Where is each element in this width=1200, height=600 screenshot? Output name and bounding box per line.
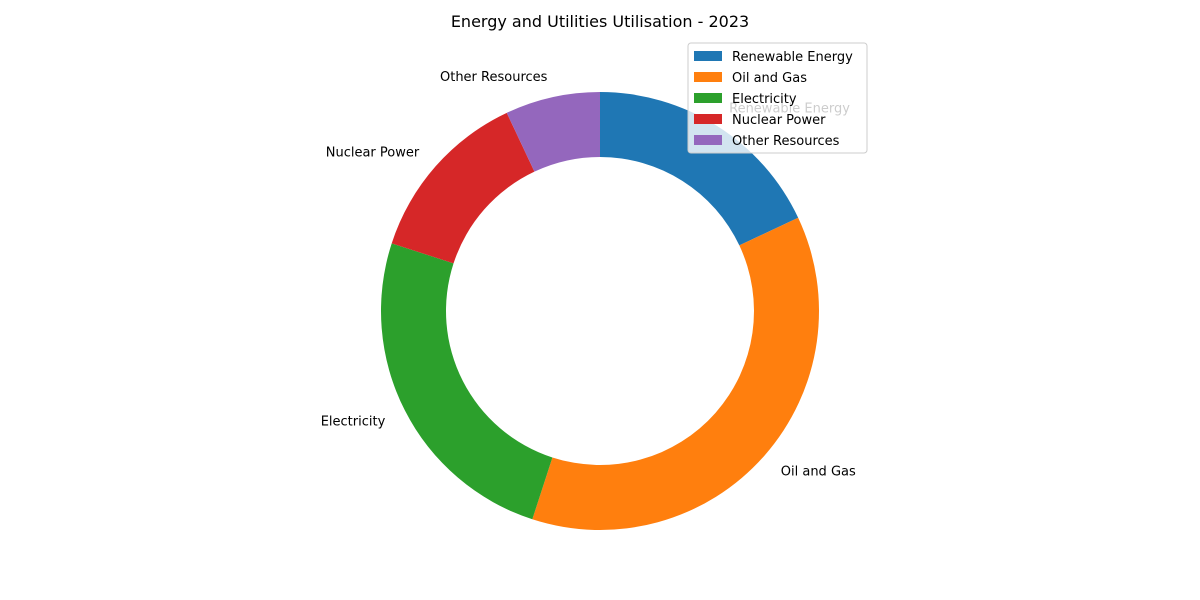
legend: Renewable Energy Oil and Gas Electricity Nu…	[688, 43, 867, 153]
legend-swatch-oil-and-gas	[694, 72, 722, 82]
slice-label-other-resources: Other Resources	[440, 70, 548, 85]
slice-nuclear-power	[392, 113, 535, 264]
legend-swatch-renewable-energy	[694, 51, 722, 61]
legend-label-oil-and-gas: Oil and Gas	[732, 71, 807, 86]
legend-label-other-resources: Other Resources	[732, 134, 840, 149]
legend-swatch-nuclear-power	[694, 114, 722, 124]
legend-label-electricity: Electricity	[732, 92, 797, 107]
slice-oil-and-gas	[532, 218, 819, 530]
legend-swatch-electricity	[694, 93, 722, 103]
slice-label-oil-and-gas: Oil and Gas	[781, 464, 856, 479]
slice-label-nuclear-power: Nuclear Power	[326, 146, 420, 161]
legend-label-nuclear-power: Nuclear Power	[732, 113, 826, 128]
chart-title: Energy and Utilities Utilisation - 2023	[451, 12, 749, 31]
donut-slices	[381, 92, 819, 530]
slice-label-electricity: Electricity	[321, 414, 386, 429]
legend-swatch-other-resources	[694, 135, 722, 145]
slice-electricity	[381, 243, 552, 519]
legend-label-renewable-energy: Renewable Energy	[732, 50, 853, 65]
